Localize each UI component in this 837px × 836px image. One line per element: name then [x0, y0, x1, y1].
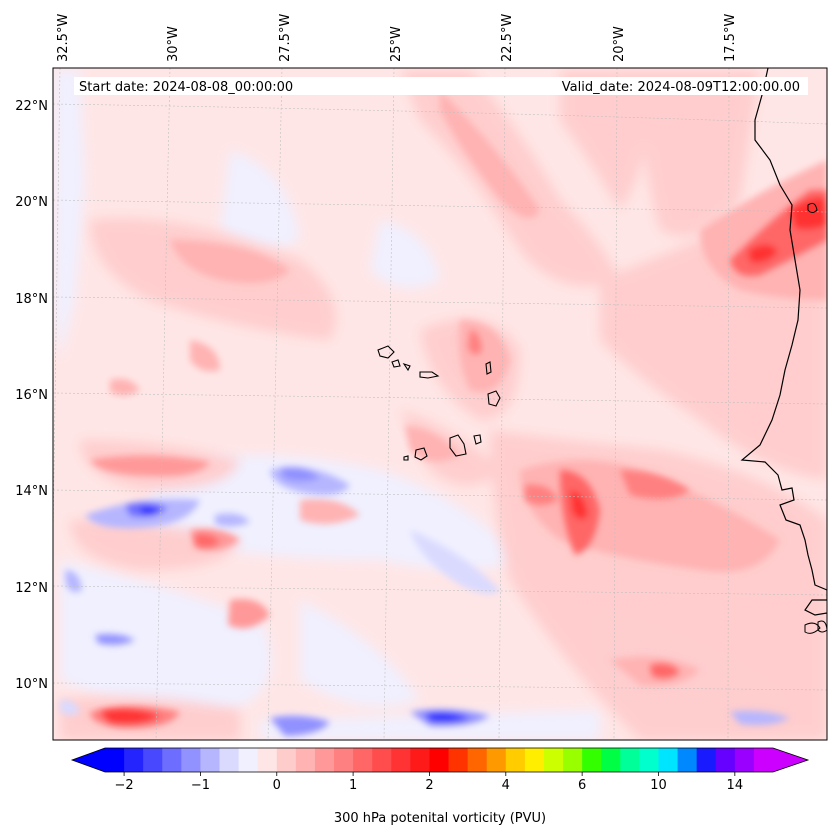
colorbar-cell — [391, 748, 411, 772]
latitude-labels: 22°N 20°N 18°N 16°N 14°N 12°N 10°N — [15, 99, 48, 692]
lon-label-32.5w: 32.5°W — [56, 14, 71, 62]
colorbar-cell — [715, 748, 736, 772]
colorbar-cell — [238, 748, 259, 772]
lon-label-25w: 25°W — [389, 26, 404, 62]
colorbar-cell — [200, 748, 221, 772]
colorbar-cell — [620, 748, 640, 772]
colorbar-cell — [105, 748, 125, 772]
colorbar-cell — [467, 748, 488, 772]
colorbar-tick-label: 0 — [273, 778, 281, 793]
colorbar-over-arrow — [773, 748, 808, 772]
graticule — [53, 68, 827, 740]
colorbar-outline — [70, 747, 810, 773]
colorbar-cell — [314, 748, 335, 772]
colorbar-tick-label: −2 — [115, 778, 134, 793]
lon-label-22.5w: 22.5°W — [500, 14, 515, 62]
lon-label-17.5w: 17.5°W — [723, 14, 738, 62]
colorbar-cell — [486, 748, 507, 772]
colorbar-cell — [276, 748, 297, 772]
colorbar-cell — [257, 748, 278, 772]
lat-label-16n: 16°N — [15, 388, 48, 403]
start-date-text: Start date: 2024-08-08_00:00:00 — [79, 80, 293, 95]
lat-label-20n: 20°N — [15, 195, 48, 210]
lat-label-18n: 18°N — [15, 292, 48, 307]
colorbar-tick-label: 14 — [727, 778, 744, 793]
colorbar-cell — [219, 748, 240, 772]
islands — [377, 345, 501, 461]
colorbar-cell — [181, 748, 202, 772]
valid-date-text: Valid_date: 2024-08-09T12:00:00.00 — [562, 80, 800, 95]
colorbar-cell — [448, 748, 469, 772]
colorbar-cell — [124, 748, 144, 772]
pv-field — [53, 68, 827, 740]
colorbar-cell — [639, 748, 660, 772]
colorbar-label: 300 hPa potenital vorticity (PVU) — [334, 811, 546, 826]
lon-label-30w: 30°W — [166, 26, 181, 62]
lat-label-10n: 10°N — [15, 677, 48, 692]
colorbar-cell — [582, 748, 602, 772]
colorbar-tick-label: 6 — [578, 778, 586, 793]
lat-label-12n: 12°N — [15, 581, 48, 596]
colorbar-cell — [334, 748, 354, 772]
colorbar-tick-label: 4 — [502, 778, 510, 793]
colorbar-tick-label: 10 — [650, 778, 667, 793]
lon-label-27.5w: 27.5°W — [278, 14, 293, 62]
colorbar-tick-label: 1 — [349, 778, 357, 793]
colorbar-tick-label: −1 — [191, 778, 210, 793]
colorbar-under-arrow — [72, 748, 105, 772]
coastline-detail — [807, 202, 818, 213]
map-frame — [52, 67, 828, 741]
colorbar-cell — [601, 748, 621, 772]
colorbar-cell — [658, 748, 679, 772]
colorbar-cell — [505, 748, 526, 772]
colorbar-cell — [162, 748, 182, 772]
colorbar-cell — [734, 748, 755, 772]
colorbar-cell — [563, 748, 583, 772]
coastline — [740, 68, 827, 616]
pv-minima-shapes — [60, 467, 790, 736]
coastline-detail — [804, 622, 821, 634]
longitude-labels: 32.5°W 30°W 27.5°W 25°W 22.5°W 20°W 17.5… — [56, 14, 738, 62]
lat-label-14n: 14°N — [15, 484, 48, 499]
colorbar-cell — [696, 748, 717, 772]
colorbar-cell — [353, 748, 373, 772]
colorbar-cell — [372, 748, 392, 772]
lat-label-22n: 22°N — [15, 99, 48, 114]
colorbar-cell — [429, 748, 450, 772]
colorbar-cell — [143, 748, 163, 772]
colorbar-cell — [753, 748, 774, 772]
colorbar-tick-label: 2 — [425, 778, 433, 793]
colorbar-cell — [543, 748, 564, 772]
colorbar: −2 −1 0 1 2 4 6 10 14 — [70, 747, 810, 793]
info-box — [74, 77, 808, 95]
lon-label-20w: 20°W — [612, 26, 627, 62]
colorbar-cell — [295, 748, 316, 772]
colorbar-cell — [524, 748, 545, 772]
colorbar-cell — [677, 748, 698, 772]
colorbar-cell — [410, 748, 431, 772]
